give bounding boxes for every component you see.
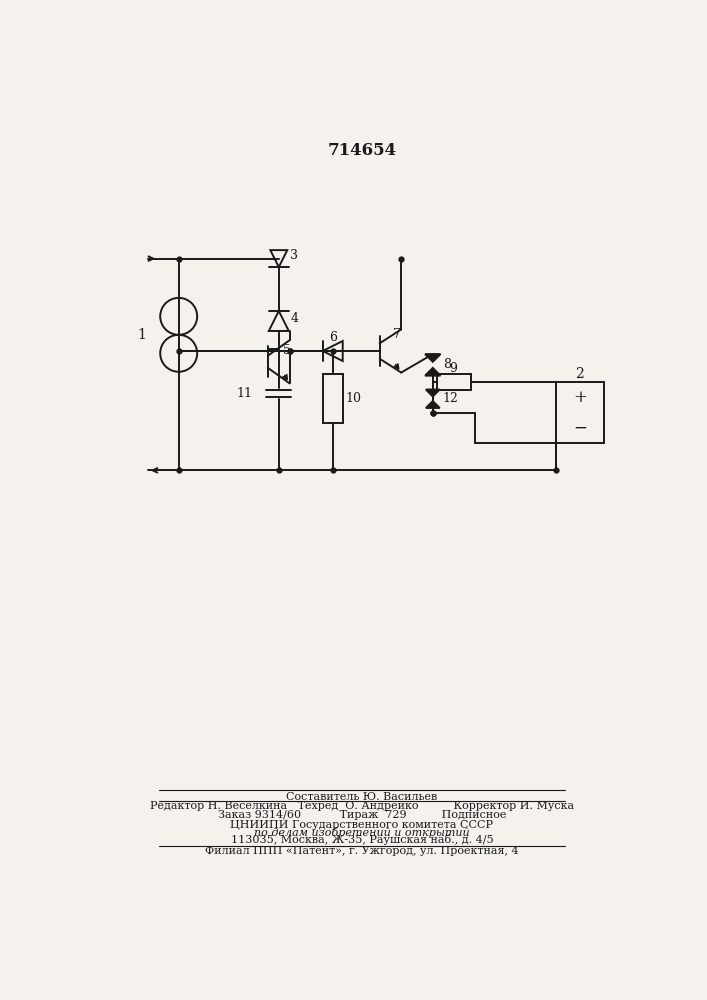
Bar	[556, 382, 604, 443]
Text: 12: 12	[442, 392, 458, 405]
Text: Заказ 9314/60           Тираж  729          Подписное: Заказ 9314/60 Тираж 729 Подписное	[218, 810, 506, 820]
Text: 8: 8	[443, 358, 451, 371]
Text: 9: 9	[450, 362, 457, 375]
Text: 6: 6	[329, 331, 337, 344]
Text: 3: 3	[290, 249, 298, 262]
Text: 113035, Москва, Ж-35, Раушская наб., д. 4/5: 113035, Москва, Ж-35, Раушская наб., д. …	[230, 834, 493, 845]
Polygon shape	[425, 354, 440, 362]
Text: 7: 7	[393, 328, 401, 341]
Text: Филиал ППП «Патент», г. Ужгород, ул. Проектная, 4: Филиал ППП «Патент», г. Ужгород, ул. Про…	[205, 846, 519, 856]
Text: −: −	[573, 420, 587, 436]
Text: 10: 10	[345, 392, 361, 405]
Text: по делам изобретений и открытий: по делам изобретений и открытий	[254, 827, 469, 838]
Text: ЦНИИПИ Государственного комитета СССР: ЦНИИПИ Государственного комитета СССР	[230, 820, 493, 830]
Polygon shape	[426, 389, 440, 396]
Bar	[437, 374, 472, 389]
Text: 4: 4	[291, 312, 299, 325]
Text: 714654: 714654	[327, 142, 397, 159]
Text: Редактор Н. Веселкина   Техред  О. Андрейко          Корректор И. Муска: Редактор Н. Веселкина Техред О. Андрейко…	[150, 801, 574, 811]
Text: 2: 2	[575, 367, 584, 381]
Text: 11: 11	[237, 387, 252, 400]
Bar	[322, 374, 343, 423]
Text: Составитель Ю. Васильев: Составитель Ю. Васильев	[286, 792, 438, 802]
Text: 1: 1	[137, 328, 146, 342]
Polygon shape	[426, 401, 440, 408]
Text: +: +	[573, 389, 587, 406]
Polygon shape	[425, 368, 440, 376]
Text: 5: 5	[283, 344, 291, 357]
